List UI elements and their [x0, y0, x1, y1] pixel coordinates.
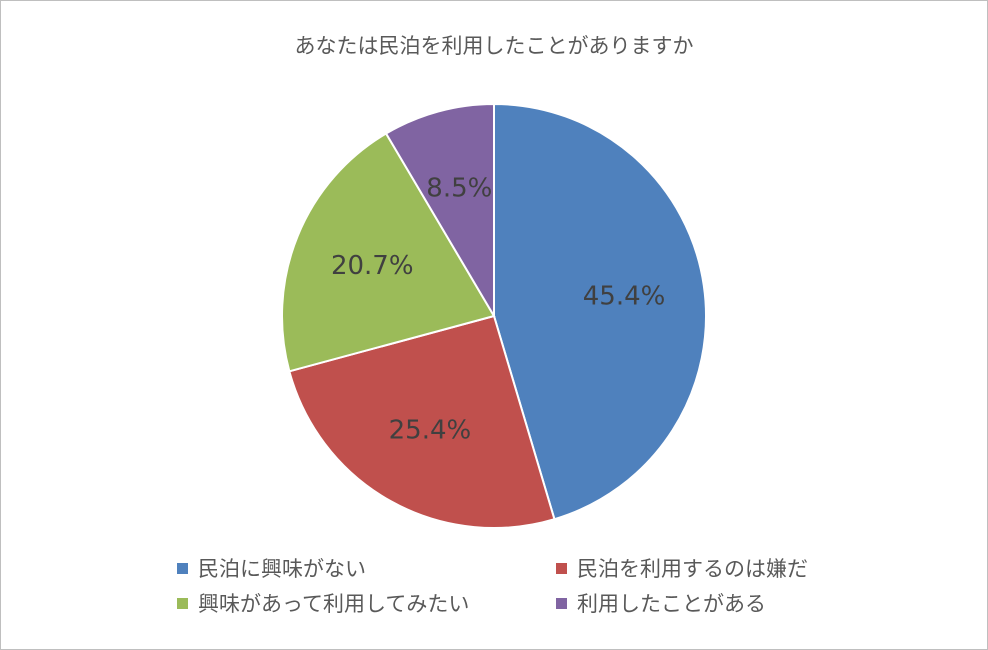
legend-item-1: 民泊を利用するのは嫌だ	[556, 553, 808, 583]
legend-item-3: 利用したことがある	[556, 588, 766, 618]
legend-label-0: 民泊に興味がない	[198, 557, 366, 581]
legend-swatch-2	[177, 597, 188, 609]
legend-swatch-3	[556, 597, 567, 609]
legend-label-1: 民泊を利用するのは嫌だ	[577, 557, 808, 581]
pie-slice-1	[288, 314, 556, 529]
pie-slice-2	[281, 132, 496, 373]
slice-label-3: 8.5%	[426, 174, 492, 204]
legend-label-3: 利用したことがある	[577, 592, 766, 616]
legend-item-2: 興味があって利用してみたい	[177, 588, 469, 618]
pie-slice-0	[493, 102, 707, 521]
slice-label-2: 20.7%	[331, 251, 414, 281]
chart-title: あなたは民泊を利用したことがありますか	[294, 34, 694, 58]
pie-slice-3	[384, 102, 495, 320]
legend-swatch-0	[177, 562, 188, 574]
slice-label-1: 25.4%	[389, 415, 472, 445]
slice-label-0: 45.4%	[583, 282, 666, 312]
legend-label-2: 興味があって利用してみたい	[198, 592, 470, 616]
legend-swatch-1	[556, 562, 567, 574]
legend-item-0: 民泊に興味がない	[177, 553, 366, 583]
